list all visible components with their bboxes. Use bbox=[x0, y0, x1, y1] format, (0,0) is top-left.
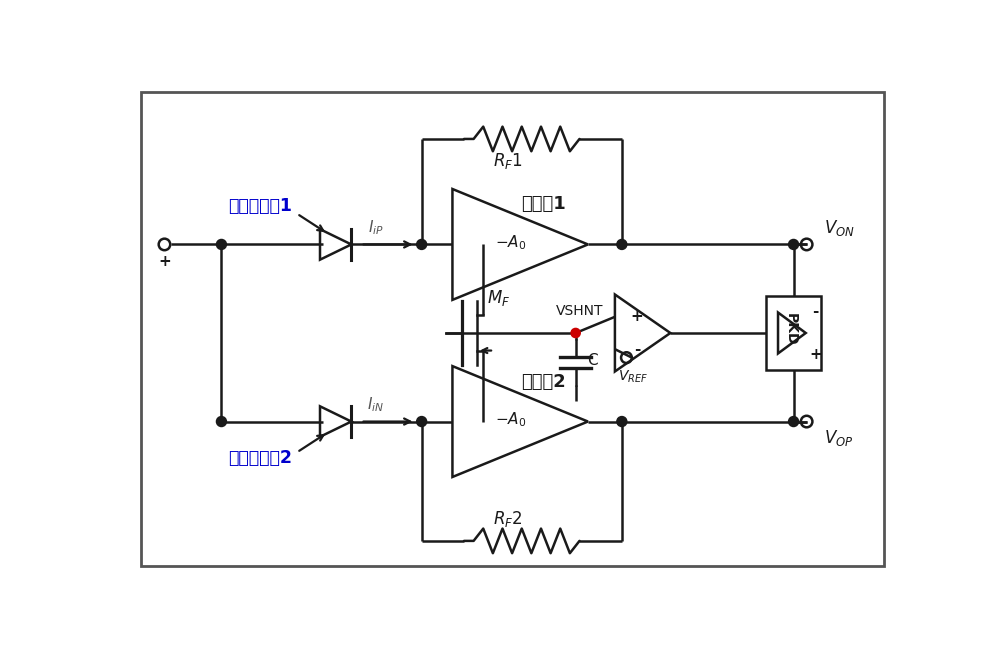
Text: +: + bbox=[158, 254, 171, 269]
Text: 放大器1: 放大器1 bbox=[521, 195, 566, 214]
Circle shape bbox=[417, 240, 427, 249]
Circle shape bbox=[617, 417, 627, 426]
Circle shape bbox=[789, 240, 799, 249]
Circle shape bbox=[216, 417, 226, 426]
Text: 光电检测器1: 光电检测器1 bbox=[228, 197, 292, 215]
Text: PKD: PKD bbox=[784, 313, 798, 346]
Text: C: C bbox=[587, 353, 598, 368]
Text: $I_{iP}$: $I_{iP}$ bbox=[368, 218, 384, 237]
Text: 光电检测器2: 光电检测器2 bbox=[228, 449, 292, 467]
Text: 放大器2: 放大器2 bbox=[521, 372, 566, 391]
Text: $R_F1$: $R_F1$ bbox=[493, 150, 523, 171]
Text: $V_{ON}$: $V_{ON}$ bbox=[824, 217, 855, 238]
Circle shape bbox=[417, 417, 427, 426]
Text: -: - bbox=[813, 303, 819, 318]
Text: VSHNT: VSHNT bbox=[556, 305, 603, 318]
Text: +: + bbox=[631, 309, 643, 324]
Text: -: - bbox=[634, 342, 640, 357]
Text: $-A_0$: $-A_0$ bbox=[495, 234, 527, 252]
Circle shape bbox=[571, 328, 580, 338]
Circle shape bbox=[617, 240, 627, 249]
Text: $M_F$: $M_F$ bbox=[487, 288, 510, 309]
Text: $V_{OP}$: $V_{OP}$ bbox=[824, 428, 853, 449]
Text: $R_F2$: $R_F2$ bbox=[493, 509, 523, 529]
Circle shape bbox=[216, 240, 226, 249]
Text: $V_{REF}$: $V_{REF}$ bbox=[618, 368, 648, 385]
Text: $-A_0$: $-A_0$ bbox=[495, 411, 527, 430]
Text: $I_{iN}$: $I_{iN}$ bbox=[367, 395, 385, 414]
Circle shape bbox=[789, 417, 799, 426]
Text: +: + bbox=[809, 348, 822, 363]
